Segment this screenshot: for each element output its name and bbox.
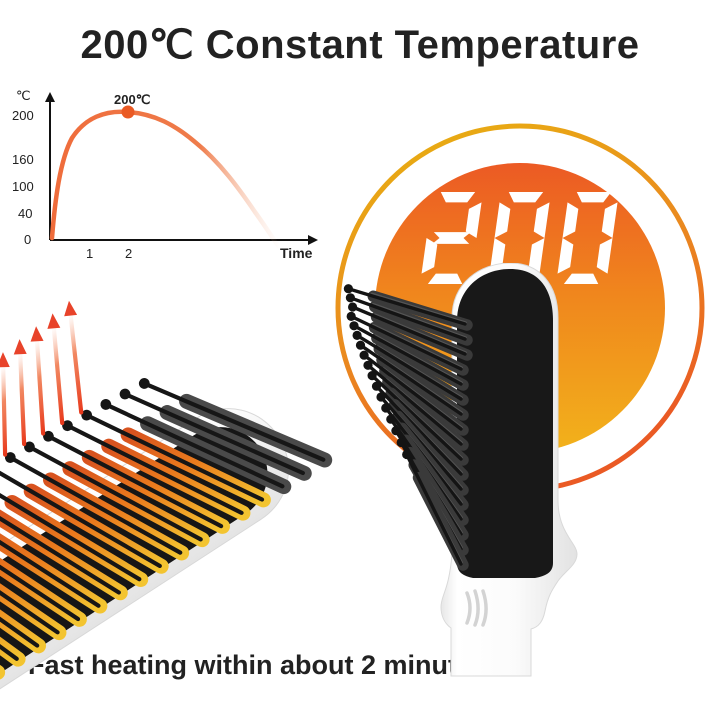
svg-text:℃: ℃	[16, 90, 31, 103]
svg-text:1: 1	[86, 246, 93, 261]
svg-text:200: 200	[12, 108, 34, 123]
svg-text:40: 40	[18, 206, 32, 221]
svg-text:Time: Time	[280, 245, 313, 261]
svg-text:2: 2	[125, 246, 132, 261]
svg-text:0: 0	[24, 232, 31, 247]
svg-text:160: 160	[12, 152, 34, 167]
svg-text:100: 100	[12, 179, 34, 194]
svg-text:200℃: 200℃	[114, 92, 150, 107]
